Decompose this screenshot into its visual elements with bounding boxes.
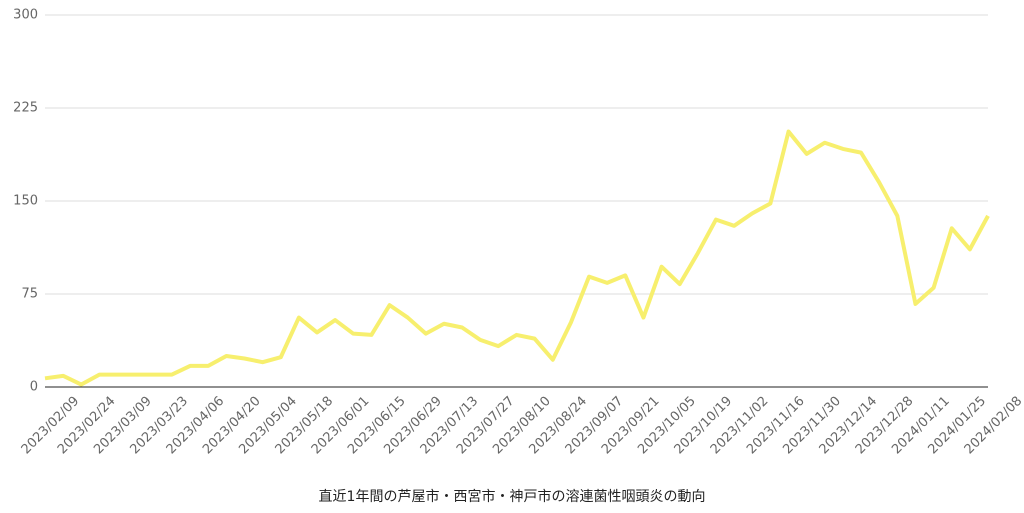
y-tick-label: 300 (13, 8, 38, 23)
y-tick-label: 150 (13, 194, 38, 209)
line (44, 129, 990, 387)
y-tick-label: 225 (13, 101, 38, 116)
chart-title: 直近1年間の芦屋市・西宮市・神戸市の溶連菌性咽頭炎の動向 (319, 488, 706, 505)
y-tick-label: 0 (30, 380, 38, 395)
y-tick-label: 75 (21, 287, 38, 302)
